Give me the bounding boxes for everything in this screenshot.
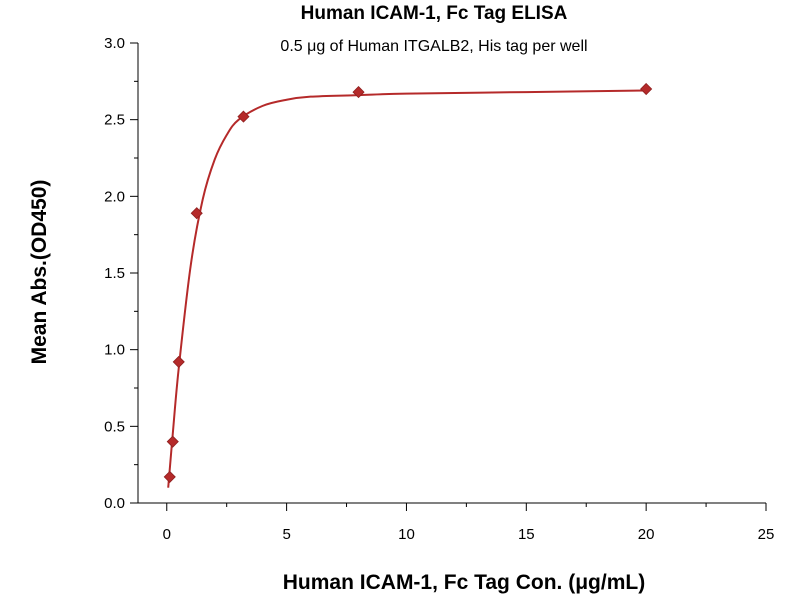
x-tick-label: 25 [758,526,775,543]
x-tick-label: 0 [163,526,171,543]
x-axis-label: Human ICAM-1, Fc Tag Con. (μg/mL) [283,571,645,594]
chart-subtitle: 0.5 μg of Human ITGALB2, His tag per wel… [280,38,587,55]
data-point [172,355,185,368]
data-point [163,470,176,483]
y-tick-label: 1.5 [104,265,125,282]
tick-labels: 0 5 10 15 20 25 0.0 0.5 1.0 1.5 2.0 2.5 3.0 [104,35,774,543]
data-point [352,86,365,99]
x-tick-label: 20 [638,526,655,543]
data-point [237,110,250,123]
chart-title: Human ICAM-1, Fc Tag ELISA [301,3,568,24]
data-point [190,207,203,220]
y-tick-label: 2.5 [104,112,125,129]
x-tick-label: 15 [518,526,535,543]
y-axis-label: Mean Abs.(OD450) [28,180,51,365]
tick-marks [130,42,767,511]
x-tick-label: 5 [282,526,290,543]
y-tick-label: 1.0 [104,342,125,359]
y-tick-label: 0.5 [104,418,125,435]
data-point [640,82,653,96]
data-point [166,435,179,448]
y-tick-label: 2.0 [104,188,125,205]
axes [137,43,766,504]
y-tick-label: 0.0 [104,495,125,512]
fit-curve [167,89,647,488]
data-points [163,82,653,483]
x-tick-label: 10 [398,526,415,543]
y-tick-label: 3.0 [104,35,125,52]
